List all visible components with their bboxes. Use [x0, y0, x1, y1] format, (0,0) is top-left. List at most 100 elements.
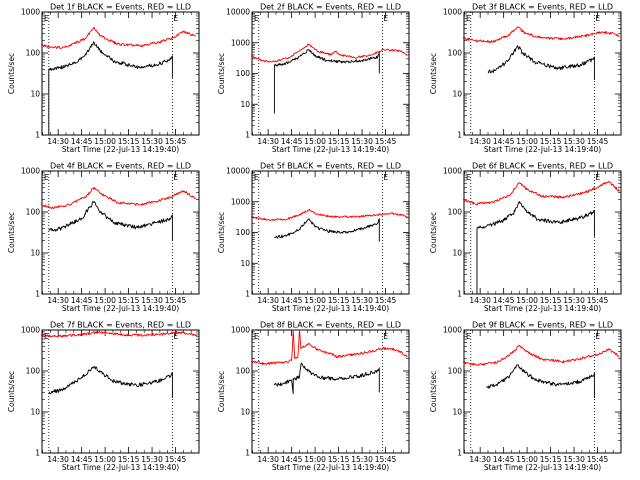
y-axis-label: Counts/sec: [217, 53, 226, 94]
plot-title: Det 5f BLACK = Events, RED = LLD: [260, 162, 401, 171]
series-line-lld: [250, 43, 408, 63]
y-tick-label: 1000: [231, 326, 250, 335]
x-tick-label: 15:45: [165, 137, 187, 146]
y-axis-label: Counts/sec: [7, 371, 16, 412]
y-tick-label: 100: [26, 49, 41, 58]
x-tick-label: 15:15: [118, 455, 140, 464]
y-axis-label: Counts/sec: [217, 212, 226, 253]
series-line-events: [48, 201, 173, 241]
x-tick-label: 15:30: [563, 296, 585, 305]
series-line-events: [48, 41, 173, 135]
x-tick-label: 15:15: [328, 455, 350, 464]
x-tick-label: 15:15: [118, 137, 140, 146]
plot-frame: [41, 329, 200, 454]
plot-frame: [463, 11, 622, 136]
corner-marker-label: E: [173, 332, 178, 341]
y-tick-label: 1: [245, 449, 250, 458]
y-tick-label: 1: [457, 131, 462, 140]
y-tick-label: 1: [245, 131, 250, 140]
y-tick-label: 100: [448, 208, 463, 217]
x-tick-label: 14:45: [281, 137, 303, 146]
series-line-lld: [462, 26, 620, 44]
series-line-events: [273, 362, 380, 395]
plot-title: Det 1f BLACK = Events, RED = LLD: [50, 3, 191, 12]
y-tick-label: 100: [448, 367, 463, 376]
x-tick-label: 15:00: [516, 137, 538, 146]
x-tick-label: 15:45: [375, 137, 397, 146]
x-axis-label: Start Time (22-Jul-13 14:19:40): [62, 145, 179, 154]
y-tick-label: 10: [240, 259, 250, 268]
panel-det-9: Det 9f BLACK = Events, RED = LLD 1 10 100 10…: [429, 321, 622, 472]
y-axis-label: Counts/sec: [429, 53, 438, 94]
x-tick-label: 15:15: [540, 137, 562, 146]
y-tick-label: 10: [452, 249, 462, 258]
corner-marker-label: E: [173, 14, 178, 23]
y-tick-label: 10: [452, 90, 462, 99]
plot-frame: [41, 11, 200, 136]
x-tick-label: 15:45: [587, 455, 609, 464]
plot-frame: [251, 170, 410, 295]
x-axis-label: Start Time (22-Jul-13 14:19:40): [62, 304, 179, 313]
y-tick-label: 100: [236, 228, 251, 237]
panel-det-7: Det 7f BLACK = Events, RED = LLD 1 10 100 10…: [7, 321, 200, 472]
x-tick-label: 14:30: [469, 455, 491, 464]
corner-marker-label: E: [466, 14, 471, 23]
corner-marker-label: E: [466, 173, 471, 182]
x-tick-label: 15:30: [141, 296, 163, 305]
x-tick-label: 14:30: [47, 455, 69, 464]
x-axis-label: Start Time (22-Jul-13 14:19:40): [272, 145, 389, 154]
y-tick-label: 1: [457, 449, 462, 458]
plot-title: Det 9f BLACK = Events, RED = LLD: [472, 321, 613, 330]
x-tick-label: 15:30: [563, 455, 585, 464]
plot-title: Det 2f BLACK = Events, RED = LLD: [260, 3, 401, 12]
plot-frame: [41, 170, 200, 295]
x-tick-label: 15:15: [118, 296, 140, 305]
y-tick-label: 1000: [21, 167, 40, 176]
x-tick-label: 14:45: [493, 296, 515, 305]
x-tick-label: 15:30: [351, 296, 373, 305]
y-tick-label: 10000: [226, 167, 250, 176]
plot-title: Det 3f BLACK = Events, RED = LLD: [472, 3, 613, 12]
x-axis-label: Start Time (22-Jul-13 14:19:40): [272, 304, 389, 313]
y-tick-label: 10000: [226, 8, 250, 17]
y-tick-label: 1: [35, 449, 40, 458]
y-tick-label: 1000: [443, 167, 462, 176]
x-tick-label: 15:45: [165, 296, 187, 305]
x-tick-label: 14:45: [71, 137, 93, 146]
corner-marker-label: E: [466, 332, 471, 341]
corner-marker-label: E: [44, 14, 49, 23]
x-tick-label: 15:30: [351, 137, 373, 146]
series-line-events: [476, 201, 595, 294]
x-tick-label: 15:00: [94, 137, 116, 146]
x-tick-label: 14:30: [257, 137, 279, 146]
x-tick-label: 15:45: [375, 455, 397, 464]
x-tick-label: 15:15: [328, 137, 350, 146]
y-tick-label: 1000: [21, 326, 40, 335]
y-tick-label: 1000: [21, 8, 40, 17]
panel-det-4: Det 4f BLACK = Events, RED = LLD 1 10 100 10…: [7, 162, 200, 313]
x-axis-label: Start Time (22-Jul-13 14:19:40): [484, 145, 601, 154]
corner-marker-label: E: [595, 14, 600, 23]
y-tick-label: 100: [236, 69, 251, 78]
y-tick-label: 100: [236, 367, 251, 376]
y-tick-label: 100: [26, 367, 41, 376]
x-tick-label: 15:00: [304, 137, 326, 146]
corner-marker-label: E: [254, 332, 259, 341]
plot-frame: [463, 329, 622, 454]
x-tick-label: 15:45: [587, 137, 609, 146]
x-tick-label: 14:45: [493, 455, 515, 464]
y-tick-label: 1: [35, 290, 40, 299]
y-tick-label: 100: [26, 208, 41, 217]
corner-marker-label: E: [595, 332, 600, 341]
y-tick-label: 10: [452, 408, 462, 417]
x-tick-label: 15:30: [141, 455, 163, 464]
y-tick-label: 1000: [443, 8, 462, 17]
plot-frame: [251, 11, 410, 136]
series-line-lld: [40, 26, 196, 49]
series-line-events: [273, 49, 380, 114]
corner-marker-label: E: [595, 173, 600, 182]
x-tick-label: 14:30: [257, 455, 279, 464]
corner-marker-label: E: [383, 14, 388, 23]
corner-marker-label: E: [173, 173, 178, 182]
